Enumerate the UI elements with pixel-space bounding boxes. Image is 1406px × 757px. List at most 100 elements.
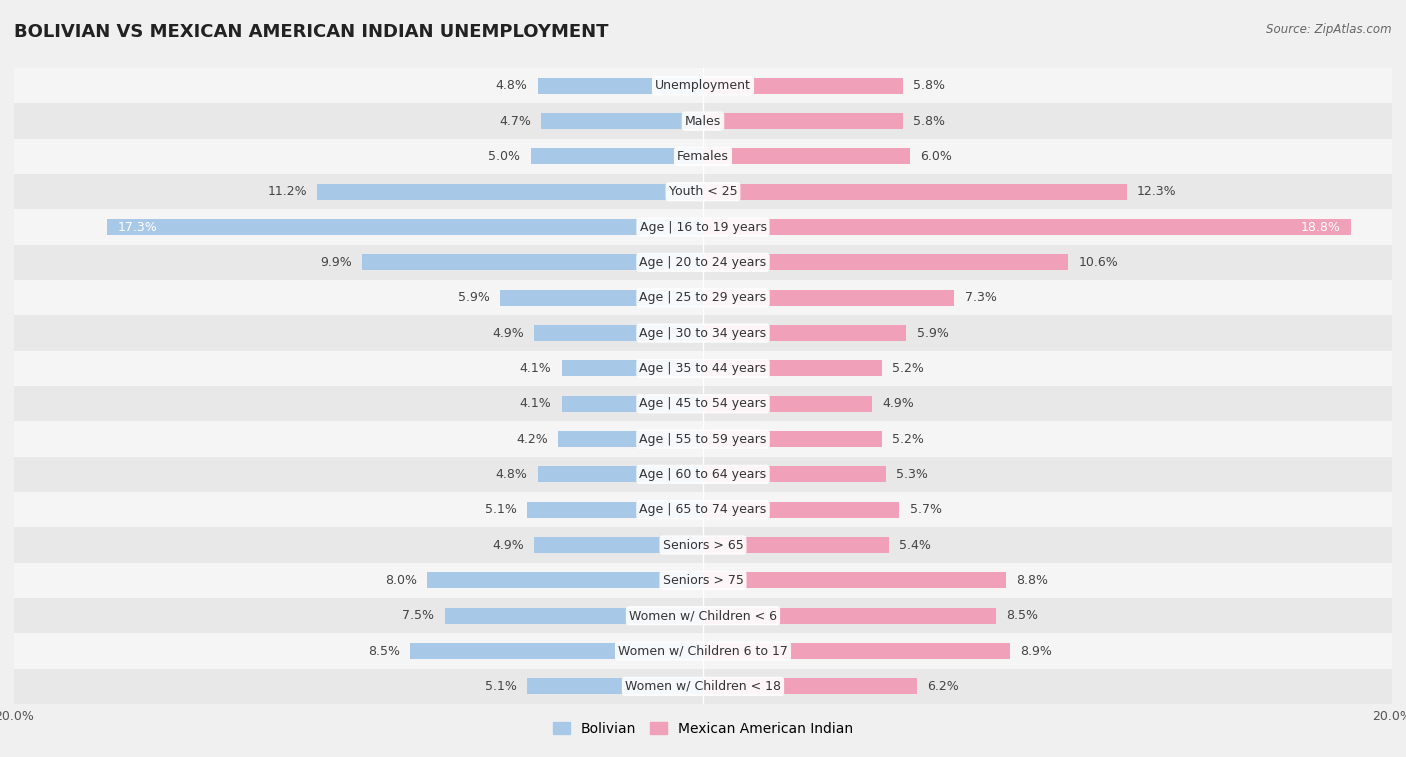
Bar	[427, 572, 703, 588]
Text: Women w/ Children < 6: Women w/ Children < 6	[628, 609, 778, 622]
Text: 5.1%: 5.1%	[485, 503, 517, 516]
Text: 8.5%: 8.5%	[368, 644, 399, 658]
Bar	[703, 502, 900, 518]
Text: 4.9%: 4.9%	[882, 397, 914, 410]
Text: 8.5%: 8.5%	[1007, 609, 1038, 622]
Text: Age | 45 to 54 years: Age | 45 to 54 years	[640, 397, 766, 410]
Bar	[534, 537, 703, 553]
Text: Source: ZipAtlas.com: Source: ZipAtlas.com	[1267, 23, 1392, 36]
Text: 9.9%: 9.9%	[321, 256, 352, 269]
Text: Unemployment: Unemployment	[655, 79, 751, 92]
Bar	[703, 219, 1351, 235]
Bar	[703, 678, 917, 694]
Text: Youth < 25: Youth < 25	[669, 185, 737, 198]
Bar	[14, 104, 1392, 139]
Text: Age | 60 to 64 years: Age | 60 to 64 years	[640, 468, 766, 481]
Bar	[541, 113, 703, 129]
Bar	[14, 245, 1392, 280]
Bar	[703, 360, 882, 376]
Text: 5.2%: 5.2%	[893, 362, 924, 375]
Text: 17.3%: 17.3%	[117, 220, 157, 234]
Text: Females: Females	[678, 150, 728, 163]
Bar	[703, 113, 903, 129]
Text: 18.8%: 18.8%	[1301, 220, 1340, 234]
Bar	[703, 643, 1010, 659]
Bar	[14, 386, 1392, 422]
Text: 10.6%: 10.6%	[1078, 256, 1118, 269]
Text: 6.0%: 6.0%	[920, 150, 952, 163]
Text: 4.8%: 4.8%	[495, 79, 527, 92]
Text: 4.9%: 4.9%	[492, 326, 524, 340]
Bar	[499, 290, 703, 306]
Bar	[318, 184, 703, 200]
Text: 4.1%: 4.1%	[520, 362, 551, 375]
Bar	[703, 572, 1007, 588]
Bar	[14, 456, 1392, 492]
Bar	[14, 210, 1392, 245]
Text: Age | 30 to 34 years: Age | 30 to 34 years	[640, 326, 766, 340]
Text: 4.8%: 4.8%	[495, 468, 527, 481]
Text: 4.2%: 4.2%	[516, 432, 548, 446]
Text: 5.9%: 5.9%	[917, 326, 949, 340]
Text: Age | 65 to 74 years: Age | 65 to 74 years	[640, 503, 766, 516]
Bar	[703, 537, 889, 553]
Text: Males: Males	[685, 114, 721, 128]
Text: 7.3%: 7.3%	[965, 291, 997, 304]
Text: Age | 35 to 44 years: Age | 35 to 44 years	[640, 362, 766, 375]
Text: 8.9%: 8.9%	[1019, 644, 1052, 658]
Bar	[411, 643, 703, 659]
Bar	[703, 396, 872, 412]
Bar	[361, 254, 703, 270]
Bar	[14, 598, 1392, 634]
Text: 4.1%: 4.1%	[520, 397, 551, 410]
Text: 5.8%: 5.8%	[912, 114, 945, 128]
Text: Age | 20 to 24 years: Age | 20 to 24 years	[640, 256, 766, 269]
Bar	[703, 290, 955, 306]
Bar	[14, 280, 1392, 316]
Text: 11.2%: 11.2%	[267, 185, 307, 198]
Text: Age | 25 to 29 years: Age | 25 to 29 years	[640, 291, 766, 304]
Bar	[527, 502, 703, 518]
Bar	[703, 608, 995, 624]
Bar	[14, 68, 1392, 104]
Bar	[703, 148, 910, 164]
Text: Seniors > 75: Seniors > 75	[662, 574, 744, 587]
Bar	[14, 528, 1392, 562]
Bar	[14, 562, 1392, 598]
Bar	[14, 350, 1392, 386]
Text: 5.4%: 5.4%	[900, 538, 931, 552]
Bar	[14, 174, 1392, 210]
Bar	[562, 360, 703, 376]
Bar	[558, 431, 703, 447]
Bar	[14, 422, 1392, 456]
Bar	[531, 148, 703, 164]
Bar	[703, 326, 907, 341]
Text: 5.1%: 5.1%	[485, 680, 517, 693]
Text: 12.3%: 12.3%	[1137, 185, 1177, 198]
Bar	[14, 316, 1392, 350]
Text: 8.0%: 8.0%	[385, 574, 418, 587]
Bar	[703, 431, 882, 447]
Bar	[14, 668, 1392, 704]
Text: 5.0%: 5.0%	[488, 150, 520, 163]
Text: 5.7%: 5.7%	[910, 503, 942, 516]
Text: BOLIVIAN VS MEXICAN AMERICAN INDIAN UNEMPLOYMENT: BOLIVIAN VS MEXICAN AMERICAN INDIAN UNEM…	[14, 23, 609, 41]
Bar	[537, 466, 703, 482]
Bar	[703, 466, 886, 482]
Bar	[534, 326, 703, 341]
Text: 8.8%: 8.8%	[1017, 574, 1049, 587]
Bar	[703, 184, 1126, 200]
Text: 6.2%: 6.2%	[927, 680, 959, 693]
Text: Women w/ Children < 18: Women w/ Children < 18	[626, 680, 780, 693]
Bar	[14, 492, 1392, 528]
Text: Women w/ Children 6 to 17: Women w/ Children 6 to 17	[619, 644, 787, 658]
Bar	[703, 78, 903, 94]
Bar	[537, 78, 703, 94]
Bar	[703, 254, 1069, 270]
Bar	[107, 219, 703, 235]
Text: 5.8%: 5.8%	[912, 79, 945, 92]
Text: Seniors > 65: Seniors > 65	[662, 538, 744, 552]
Text: 5.9%: 5.9%	[457, 291, 489, 304]
Text: 5.2%: 5.2%	[893, 432, 924, 446]
Bar	[444, 608, 703, 624]
